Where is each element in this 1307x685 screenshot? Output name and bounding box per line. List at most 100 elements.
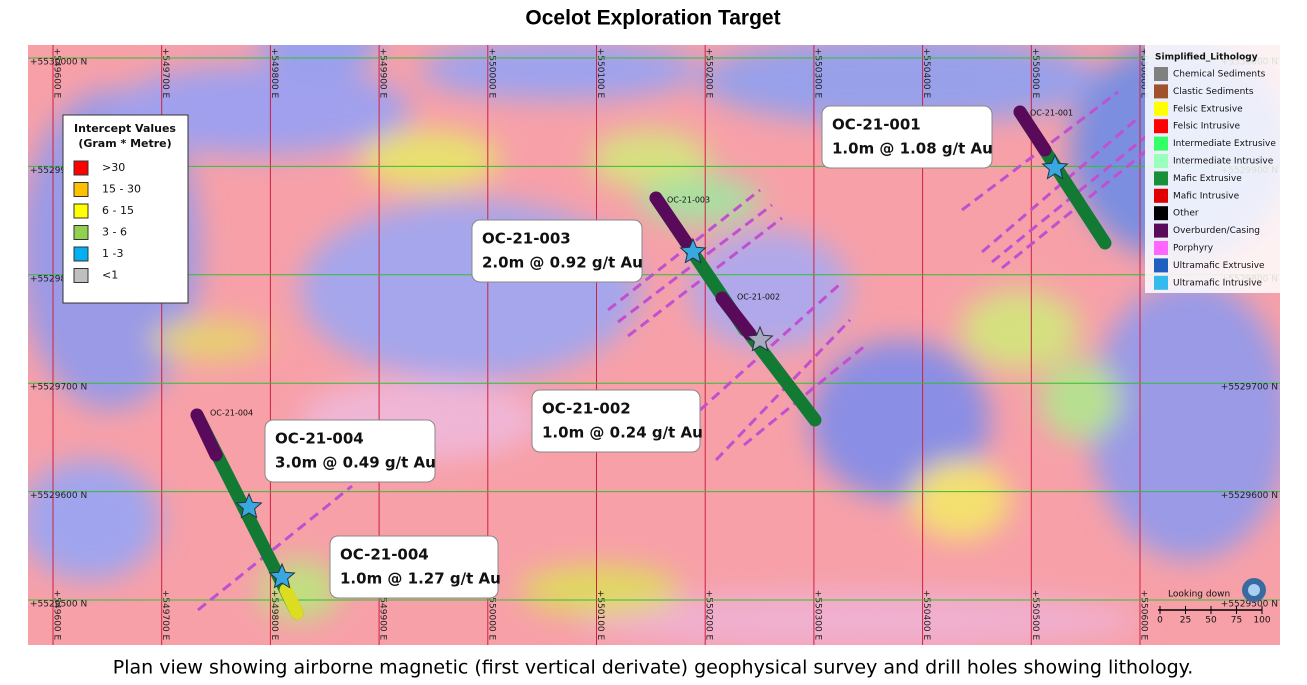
easting-label: +549800 E (269, 590, 279, 641)
drill-hole-casing (1013, 105, 1052, 157)
easting-label: +549800 E (269, 48, 279, 99)
lithology-swatch (1154, 258, 1168, 273)
easting-label: +550200 E (704, 590, 714, 641)
northing-label: +5530000 N (30, 58, 87, 68)
easting-label: +550300 E (812, 48, 822, 99)
intercept-star (679, 237, 707, 264)
callout-text: 1.0m @ 1.27 g/t Au (340, 570, 501, 588)
easting-label: +549900 E (378, 48, 388, 99)
lithology-swatch (1154, 206, 1168, 221)
lithology-swatch (1154, 101, 1168, 116)
title: Ocelot Exploration Target (525, 7, 780, 30)
easting-label: +550000 E (486, 590, 496, 641)
lithology-label: Felsic Intrusive (1173, 122, 1241, 132)
callout-hole: OC-21-004 (275, 430, 364, 448)
scale-label: 100 (1253, 616, 1270, 626)
scale-label: 25 (1180, 616, 1191, 626)
easting-label: +550500 E (1030, 590, 1040, 641)
lithology-label: Chemical Sediments (1173, 70, 1266, 80)
callout-box (821, 105, 993, 169)
callout-text: 2.0m @ 0.92 g/t Au (482, 254, 643, 272)
hole-label: OC-21-004 (210, 409, 253, 418)
easting-label: +550000 E (486, 48, 496, 99)
lithology-label: Other (1173, 209, 1199, 219)
easting-label: +550200 E (704, 48, 714, 99)
intercept-stars (235, 153, 1069, 589)
orientation-label: Looking down (1168, 590, 1230, 600)
callout-box (531, 389, 701, 453)
callout-text: 3.0m @ 0.49 g/t Au (275, 454, 436, 472)
callout-hole: OC-21-002 (542, 400, 631, 418)
northing-label: +5529700 N (1221, 383, 1278, 393)
intercept-star (268, 562, 296, 589)
intercept-swatch (73, 203, 89, 219)
lithology-label: Intermediate Extrusive (1173, 139, 1276, 149)
callout-hole: OC-21-003 (482, 230, 571, 248)
survey-line (743, 343, 867, 447)
scale-label: 75 (1231, 616, 1242, 626)
easting-label: +550600 E (1139, 590, 1149, 641)
easting-label: +549900 E (378, 590, 388, 641)
easting-label: +550500 E (1030, 48, 1040, 99)
lithology-label: Felsic Extrusive (1173, 104, 1243, 114)
intercept-swatch (73, 182, 89, 197)
lithology-swatch (1154, 275, 1168, 290)
lithology-legend-box (1145, 45, 1280, 293)
intercept-legend-title: (Gram * Metre) (78, 137, 171, 150)
northing-label: +5529800 N (30, 274, 87, 284)
lithology-swatch (1154, 154, 1168, 168)
lithology-swatch (1154, 223, 1168, 238)
intercept-swatch (73, 225, 89, 240)
intercept-label: >30 (102, 161, 125, 174)
intercept-star (746, 325, 774, 352)
callout-box (471, 219, 643, 283)
caption: Plan view showing airborne magnetic (fir… (113, 657, 1194, 679)
easting-label: +550600 E (1139, 48, 1149, 99)
intercept-swatch (73, 160, 89, 176)
callout-text: 1.0m @ 0.24 g/t Au (542, 424, 703, 442)
intercept-label: 15 - 30 (102, 183, 141, 196)
callout-text: 1.0m @ 1.08 g/t Au (832, 140, 993, 158)
lithology-label: Overburden/Casing (1173, 226, 1260, 236)
callout-box (264, 419, 436, 483)
northing-label: +5529500 N (1221, 600, 1278, 610)
scale-label: 0 (1157, 616, 1163, 626)
northing-label: +5529900 N (30, 166, 87, 176)
callout-box (329, 535, 499, 599)
callout-hole: OC-21-004 (340, 546, 429, 564)
intercept-star (235, 492, 263, 519)
lithology-label: Clastic Sediments (1173, 87, 1254, 97)
lithology-swatch (1154, 241, 1168, 255)
intercept-label: 1 -3 (102, 247, 123, 260)
drill-hole-casing (715, 291, 757, 341)
lithology-swatch (1154, 67, 1168, 81)
easting-label: +550400 E (921, 48, 931, 99)
intercept-label: 6 - 15 (102, 204, 134, 217)
compass (1242, 578, 1266, 602)
hole-label: OC-21-002 (737, 293, 780, 302)
intercept-legend-title: Intercept Values (74, 122, 176, 135)
lithology-legend-title: Simplified_Lithology (1155, 53, 1258, 63)
lithology-swatch (1154, 136, 1168, 151)
lithology-label: Mafic Extrusive (1173, 174, 1242, 184)
drill-hole-casing (190, 408, 223, 462)
lithology-label: Porphyry (1173, 244, 1214, 254)
northing-label: +5529600 N (30, 491, 87, 501)
easting-label: +550100 E (595, 48, 605, 99)
northing-label: +5529600 N (1221, 491, 1278, 501)
northing-label: +5529500 N (30, 600, 87, 610)
lithology-label: Ultramafic Extrusive (1173, 261, 1265, 271)
scale-label: 50 (1205, 616, 1217, 626)
easting-label: +550100 E (595, 590, 605, 641)
easting-label: +550300 E (812, 590, 822, 641)
annotations: OC-21-001 OC-21-003 OC-21-002 OC-21-004 OC-2… (62, 45, 1280, 626)
lithology-swatch (1154, 188, 1168, 203)
easting-label: +549600 E (52, 48, 62, 99)
intercept-label: 3 - 6 (102, 226, 127, 239)
survey-line (197, 484, 353, 612)
northing-label: +5529700 N (30, 383, 87, 393)
intercept-swatch (73, 246, 89, 262)
lithology-label: Mafic Intrusive (1173, 191, 1240, 201)
drill-hole-segment (279, 583, 304, 620)
